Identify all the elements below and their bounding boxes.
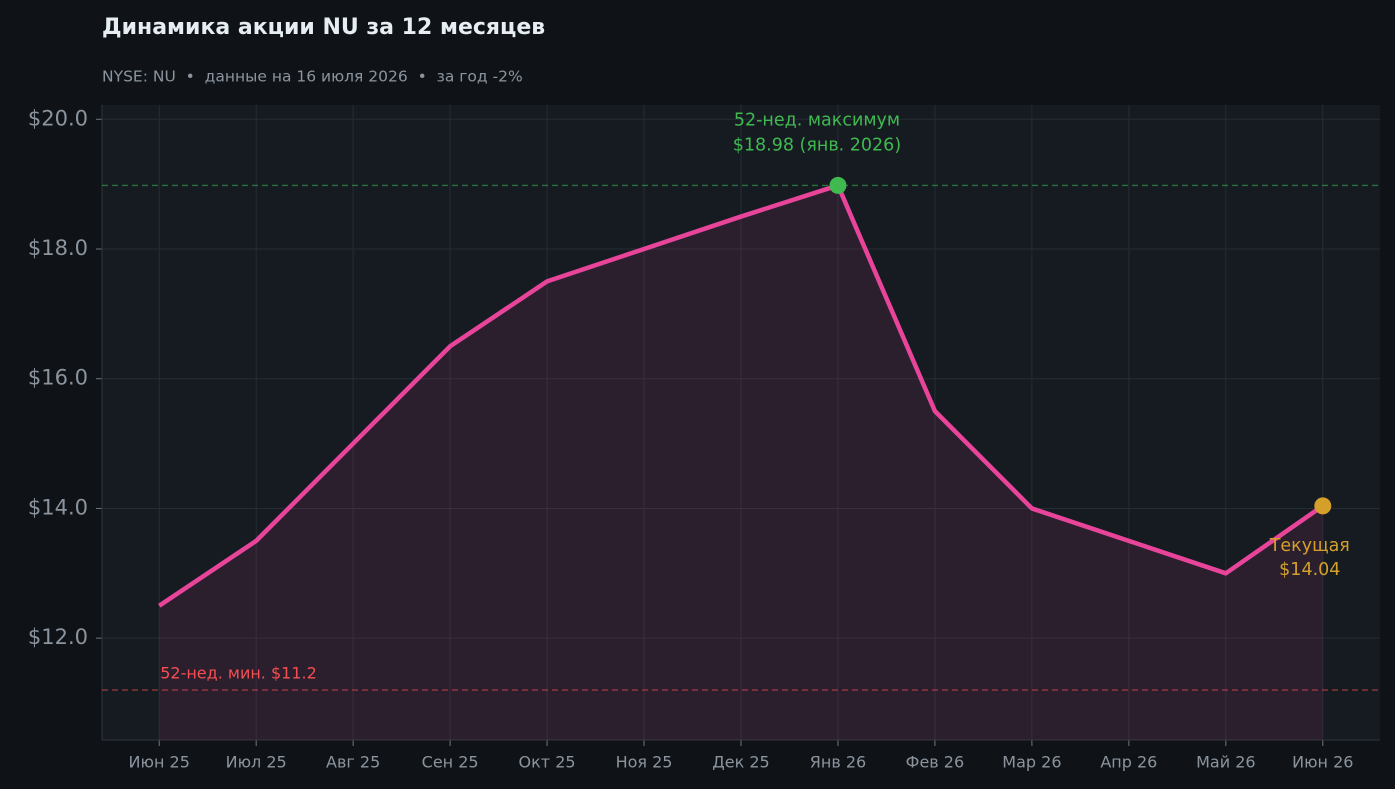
x-tick-label: Янв 26 xyxy=(810,753,866,772)
highlight-marker xyxy=(829,176,847,194)
reference-label: 52-нед. мин. $11.2 xyxy=(160,664,317,683)
peak-label: $18.98 (янв. 2026) xyxy=(733,135,901,155)
x-tick-label: Май 26 xyxy=(1196,753,1255,772)
x-tick-label: Фев 26 xyxy=(906,753,965,772)
y-tick-label: $18.0 xyxy=(28,236,88,260)
x-tick-label: Июн 25 xyxy=(129,753,190,772)
x-tick-label: Окт 25 xyxy=(519,753,576,772)
x-tick-label: Июн 26 xyxy=(1292,753,1353,772)
current-label: $14.04 xyxy=(1279,560,1340,580)
y-tick-label: $16.0 xyxy=(28,366,88,390)
y-tick-label: $12.0 xyxy=(28,625,88,649)
chart-subtitle: NYSE: NU • данные на 16 июля 2026 • за г… xyxy=(102,68,523,86)
highlight-marker xyxy=(1314,497,1332,515)
current-label: Текущая xyxy=(1269,536,1350,556)
x-tick-label: Авг 25 xyxy=(326,753,380,772)
x-tick-label: Июл 25 xyxy=(226,753,287,772)
line xyxy=(157,183,1325,608)
area xyxy=(159,185,1323,740)
peak-label: 52-нед. максимум xyxy=(734,110,900,130)
x-tick-label: Дек 25 xyxy=(712,753,769,772)
x-tick-label: Апр 26 xyxy=(1100,753,1157,772)
chart-title: Динамика акции NU за 12 месяцев xyxy=(102,15,545,40)
x-tick-label: Сен 25 xyxy=(422,753,479,772)
y-tick-label: $20.0 xyxy=(28,106,88,130)
y-tick-label: $14.0 xyxy=(28,495,88,519)
x-tick-label: Мар 26 xyxy=(1002,753,1061,772)
x-tick-label: Ноя 25 xyxy=(616,753,673,772)
